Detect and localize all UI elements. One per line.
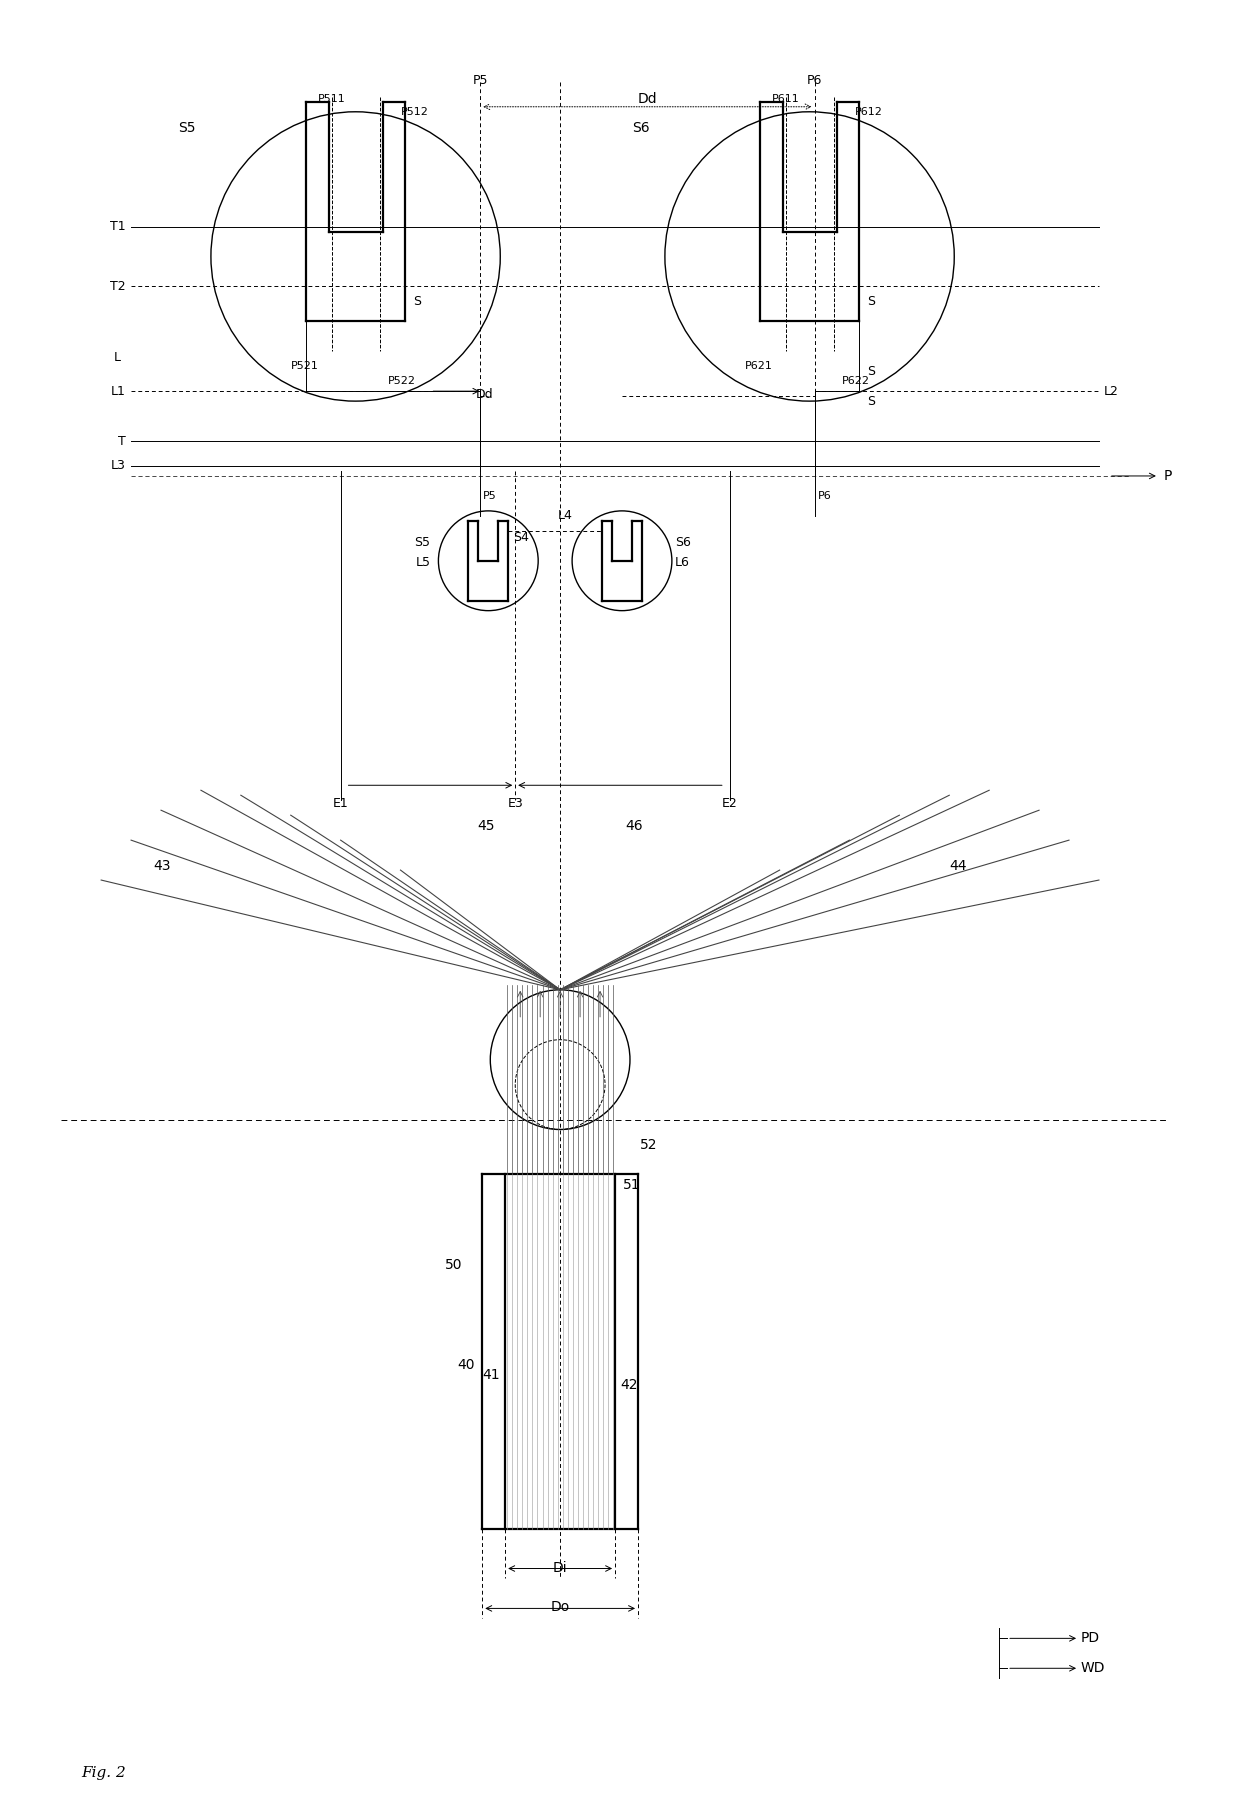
Text: P6: P6 (807, 74, 822, 87)
Text: S: S (413, 295, 422, 307)
Text: 52: 52 (640, 1138, 657, 1153)
Text: 43: 43 (154, 858, 171, 873)
Text: P612: P612 (854, 107, 883, 117)
Text: P611: P611 (771, 94, 800, 103)
Text: S: S (868, 295, 875, 307)
Text: T1: T1 (110, 220, 126, 233)
Text: E3: E3 (507, 797, 523, 810)
Text: L6: L6 (675, 557, 689, 569)
Text: 42: 42 (620, 1379, 637, 1391)
Text: P5: P5 (472, 74, 489, 87)
Text: PD: PD (1081, 1632, 1100, 1646)
Text: S: S (868, 365, 875, 378)
Text: Dd: Dd (475, 389, 494, 401)
Text: T2: T2 (110, 280, 126, 293)
Text: S4: S4 (513, 531, 529, 544)
Text: 45: 45 (477, 819, 495, 833)
Text: 46: 46 (625, 819, 642, 833)
Text: P512: P512 (401, 107, 428, 117)
Text: 44: 44 (950, 858, 967, 873)
Text: E2: E2 (722, 797, 738, 810)
Text: Di: Di (553, 1561, 568, 1574)
Text: T: T (118, 434, 126, 448)
Text: 50: 50 (445, 1258, 463, 1272)
Text: L5: L5 (415, 557, 430, 569)
Text: S6: S6 (632, 121, 650, 136)
Text: S5: S5 (414, 537, 430, 549)
Text: P: P (1164, 470, 1172, 482)
Text: P511: P511 (317, 94, 346, 103)
Text: P522: P522 (388, 376, 415, 387)
Text: L: L (114, 351, 122, 365)
Text: L3: L3 (112, 459, 126, 472)
Text: Do: Do (551, 1601, 569, 1614)
Text: WD: WD (1081, 1661, 1106, 1675)
Text: S6: S6 (675, 537, 691, 549)
Text: Fig. 2: Fig. 2 (81, 1765, 126, 1780)
Text: P5: P5 (484, 492, 497, 501)
Text: 41: 41 (482, 1368, 500, 1382)
Text: S5: S5 (179, 121, 196, 136)
Text: Dd: Dd (637, 92, 657, 107)
Text: L1: L1 (112, 385, 126, 398)
Text: 40: 40 (456, 1357, 475, 1372)
Text: 51: 51 (622, 1178, 641, 1193)
Text: L4: L4 (558, 510, 573, 522)
Text: P621: P621 (745, 361, 773, 370)
Text: L2: L2 (1104, 385, 1118, 398)
Text: S: S (868, 394, 875, 408)
Text: P6: P6 (817, 492, 831, 501)
Text: E1: E1 (332, 797, 348, 810)
Text: P622: P622 (842, 376, 869, 387)
Text: P521: P521 (291, 361, 319, 370)
